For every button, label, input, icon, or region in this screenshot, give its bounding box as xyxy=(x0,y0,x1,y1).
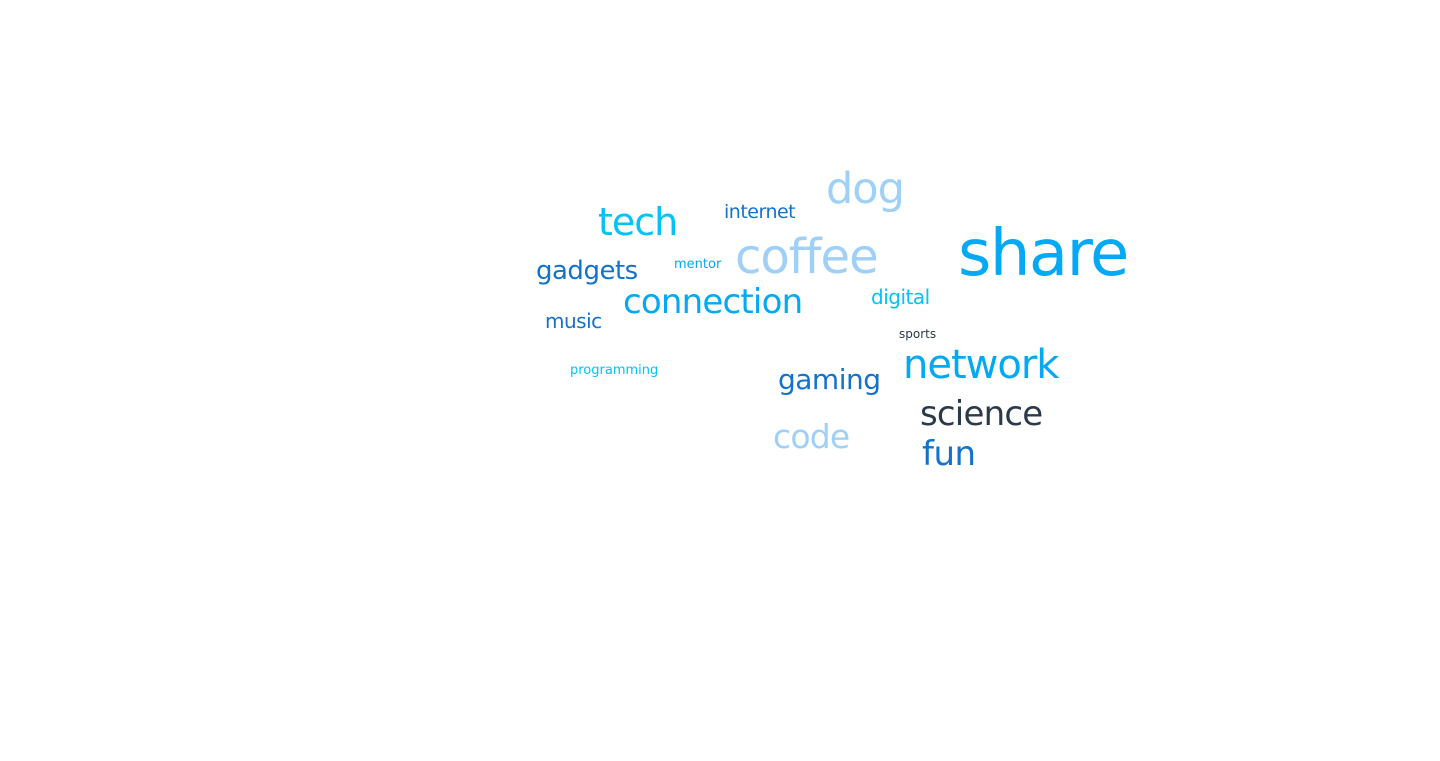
word-share: share xyxy=(958,217,1129,291)
word-dog: dog xyxy=(826,164,905,214)
word-connection: connection xyxy=(623,282,803,322)
word-internet: internet xyxy=(724,201,796,223)
word-coffee: coffee xyxy=(735,229,879,285)
word-music: music xyxy=(545,309,602,333)
word-gaming: gaming xyxy=(778,363,881,396)
word-code: code xyxy=(773,417,850,456)
word-fun: fun xyxy=(922,434,976,474)
word-mentor: mentor xyxy=(674,257,722,272)
word-network: network xyxy=(903,342,1059,388)
word-science: science xyxy=(920,394,1043,434)
word-programming: programming xyxy=(570,363,659,378)
word-digital: digital xyxy=(871,285,930,309)
word-tech: tech xyxy=(598,200,678,244)
word-gadgets: gadgets xyxy=(536,256,638,286)
word-sports: sports xyxy=(899,327,937,341)
